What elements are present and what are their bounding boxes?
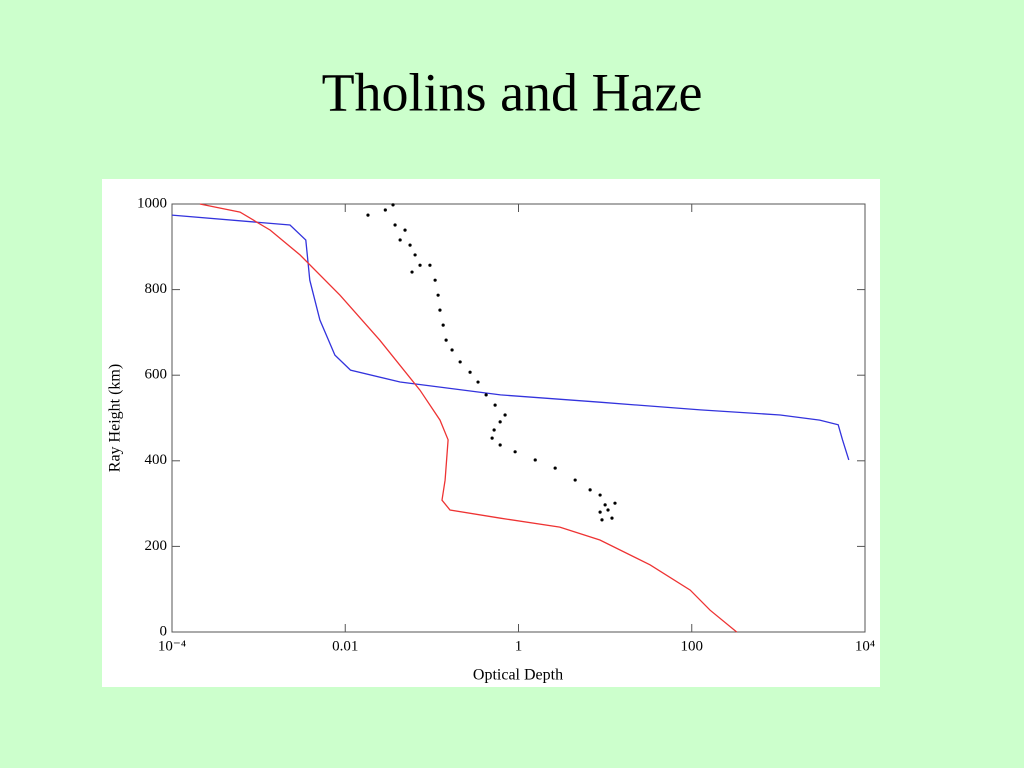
y-tick-label: 200 [145,538,168,554]
data-point [403,228,407,232]
data-point [393,223,397,227]
y-tick-label: 800 [145,281,168,297]
x-tick-label: 0.01 [332,638,358,654]
x-axis-label: Optical Depth [473,667,563,684]
slide-title: Tholins and Haze [322,62,703,122]
y-tick-label: 600 [145,367,168,383]
data-point [503,413,507,417]
y-tick-label: 0 [160,623,168,639]
data-point [588,488,592,492]
y-tick-label: 400 [145,452,168,468]
data-point [613,501,617,505]
x-tick-label: 100 [681,638,704,654]
data-point [413,253,417,257]
chart-panel [102,179,880,687]
data-point [493,403,497,407]
data-point [391,203,395,207]
data-point [476,380,480,384]
data-point [433,278,437,282]
data-point [573,478,577,482]
data-point [603,503,607,507]
data-point [436,293,440,297]
data-point [598,493,602,497]
x-tick-label: 10⁻⁴ [158,638,186,654]
data-point [484,393,488,397]
data-point [398,238,402,242]
y-tick-label: 1000 [137,195,167,211]
x-tick-label: 1 [515,638,523,654]
data-point [450,348,454,352]
data-point [410,270,414,274]
data-point [428,263,432,267]
data-line [171,214,850,461]
data-point [418,263,422,267]
data-point [553,466,557,470]
data-point [458,360,462,364]
data-point [366,213,370,217]
x-tick-label: 10⁴ [855,638,875,654]
data-point [498,443,502,447]
data-point [498,420,502,424]
data-point [438,308,442,312]
data-point [468,370,472,374]
data-point [598,510,602,514]
data-point [492,428,496,432]
data-point [490,436,494,440]
data-point [606,508,610,512]
data-point [408,243,412,247]
data-point [441,323,445,327]
data-line [199,203,738,633]
data-point [444,338,448,342]
data-point [610,516,614,520]
data-point [600,518,604,522]
y-axis-label: Ray Height (km) [107,364,124,472]
data-point [383,208,387,212]
data-point [533,458,537,462]
data-point [513,450,517,454]
